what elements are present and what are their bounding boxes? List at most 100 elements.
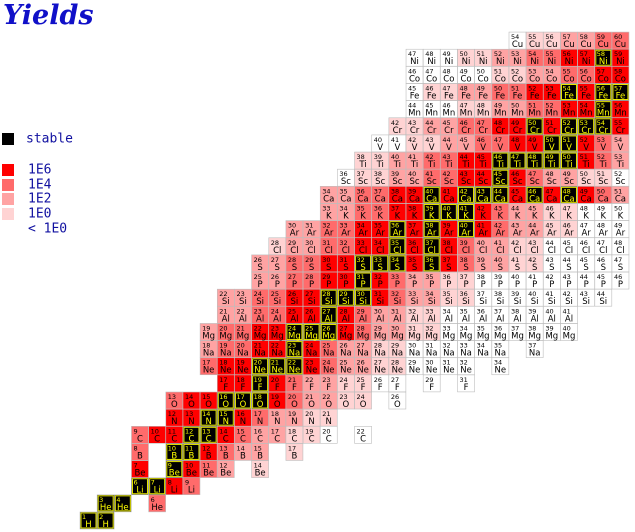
nuclide-cell: 44S — [560, 254, 578, 273]
element-symbol: Cu — [563, 40, 574, 50]
element-symbol: O — [274, 400, 281, 410]
element-symbol: N — [291, 417, 297, 427]
mass-number: 31 — [374, 290, 382, 298]
mass-number: 7 — [133, 462, 137, 470]
mass-number: 45 — [494, 170, 502, 178]
element-symbol: Al — [376, 314, 384, 324]
element-symbol: F — [223, 383, 228, 393]
mass-number: 38 — [357, 153, 365, 161]
mass-number: 42 — [460, 187, 468, 195]
nuclide-cell: 9Li — [182, 477, 201, 496]
mass-number: 36 — [460, 290, 468, 298]
element-symbol: Be — [134, 469, 145, 479]
mass-number: 37 — [425, 239, 433, 247]
mass-number: 50 — [580, 170, 588, 178]
nuclide-cell: 52V — [577, 134, 595, 153]
element-symbol: Cr — [530, 126, 540, 136]
mass-number: 33 — [408, 290, 416, 298]
element-symbol: Si — [428, 297, 436, 307]
mass-number: 13 — [202, 427, 210, 435]
nuclide-cell: 38P — [474, 271, 492, 290]
element-symbol: Be — [220, 469, 231, 479]
element-symbol: Ni — [410, 57, 419, 67]
mass-number: 28 — [322, 290, 330, 298]
legend-label: 1E6 — [28, 163, 51, 178]
element-symbol: Ca — [563, 194, 574, 204]
nuclide-cell: 44P — [577, 271, 595, 290]
element-symbol: P — [584, 280, 589, 290]
mass-number: 21 — [305, 393, 313, 401]
element-symbol: Mg — [271, 331, 284, 341]
mass-number: 33 — [322, 204, 330, 212]
nuclide-cell: 1H — [79, 511, 98, 530]
mass-number: 46 — [528, 187, 536, 195]
element-symbol: S — [463, 263, 468, 273]
mass-number: 11 — [202, 462, 210, 470]
element-symbol: Cl — [548, 246, 556, 256]
mass-number: 30 — [425, 359, 433, 367]
nuclide-cell: 36P — [440, 271, 458, 290]
element-symbol: Ne — [374, 366, 386, 376]
mass-number: 39 — [528, 307, 536, 315]
element-symbol: Ti — [479, 160, 487, 170]
stable-border — [475, 186, 492, 203]
element-symbol: Mn — [580, 109, 593, 119]
mass-number: 27 — [288, 273, 296, 281]
mass-number: 42 — [425, 153, 433, 161]
element-symbol: O — [308, 400, 315, 410]
mass-number: 42 — [408, 136, 416, 144]
mass-number: 39 — [545, 324, 553, 332]
nuclide-cell: 23O — [337, 391, 355, 410]
element-symbol: C — [257, 434, 263, 444]
element-symbol: K — [446, 211, 452, 221]
mass-number: 44 — [442, 136, 450, 144]
element-symbol: Al — [325, 314, 333, 324]
element-symbol: Si — [531, 297, 539, 307]
element-symbol: K — [463, 211, 469, 221]
mass-number: 15 — [236, 427, 244, 435]
nuclide-cell: 41S — [508, 254, 527, 273]
mass-number: 37 — [442, 256, 450, 264]
stable-border — [97, 512, 114, 529]
element-symbol: Ar — [307, 229, 317, 239]
mass-number: 20 — [271, 376, 279, 384]
element-symbol: Cr — [427, 126, 437, 136]
mass-number: 51 — [528, 102, 536, 110]
mass-number: 41 — [391, 136, 399, 144]
element-symbol: Ar — [479, 229, 489, 239]
element-symbol: Al — [445, 314, 453, 324]
mass-number: 25 — [271, 290, 279, 298]
mass-number: 40 — [477, 239, 485, 247]
element-symbol: Sc — [375, 177, 385, 187]
mass-number: 44 — [580, 273, 588, 281]
element-symbol: Ar — [341, 229, 351, 239]
nuclide-cell: 35K — [354, 203, 372, 221]
element-symbol: Ne — [289, 366, 301, 376]
